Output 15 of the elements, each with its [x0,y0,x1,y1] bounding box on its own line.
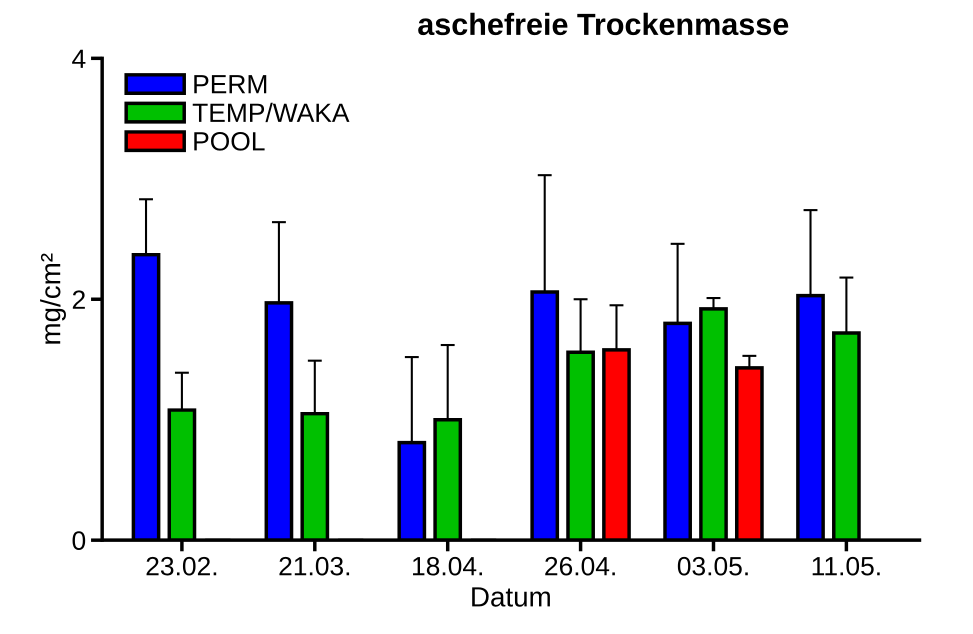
x-tick-label: 26.04. [545,556,615,576]
legend-label: PERM [194,75,266,94]
x-tick-label: 03.05. [678,556,748,576]
x-tick-label: 11.05. [812,556,880,576]
x-tick-label: 21.03. [279,556,350,576]
x-tick-label: 23.02. [146,556,216,576]
legend-label: TEMP/WAKA [192,102,350,122]
x-axis-title: Datum [472,587,550,607]
legend-label: POOL [194,132,265,151]
y-tick-label: 0 [72,531,86,550]
chart-title: aschefreie Trockenmasse [418,12,788,36]
y-axis-title: mg/cm² [40,253,66,344]
y-tick-label: 2 [72,290,85,309]
x-tick-label: 18.04. [413,556,482,576]
y-tick-label: 4 [72,50,86,68]
